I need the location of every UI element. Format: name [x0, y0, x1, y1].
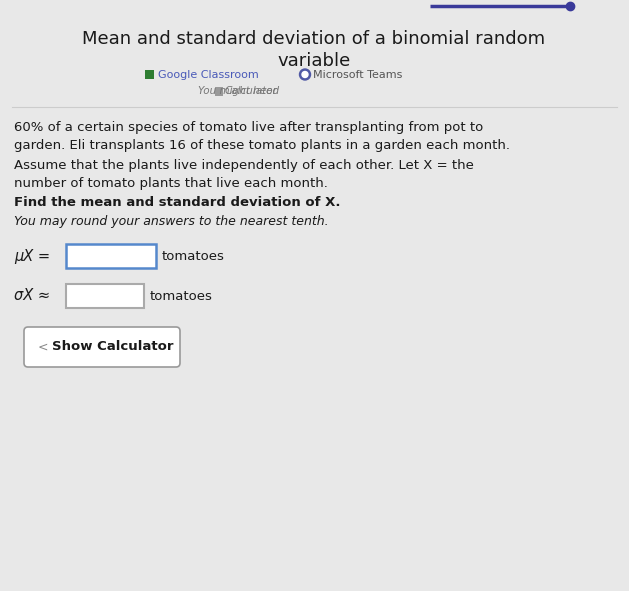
Text: Microsoft Teams: Microsoft Teams [313, 70, 403, 80]
Text: Google Classroom: Google Classroom [158, 70, 259, 80]
Circle shape [302, 72, 308, 77]
Text: number of tomato plants that live each month.: number of tomato plants that live each m… [14, 177, 328, 190]
FancyBboxPatch shape [24, 327, 180, 367]
FancyBboxPatch shape [66, 284, 144, 308]
Text: σX ≈: σX ≈ [14, 288, 50, 304]
Circle shape [299, 69, 311, 80]
Text: Calculator: Calculator [225, 86, 278, 96]
Text: garden. Eli transplants 16 of these tomato plants in a garden each month.: garden. Eli transplants 16 of these toma… [14, 139, 510, 152]
Text: You may round your answers to the nearest tenth.: You may round your answers to the neares… [14, 215, 328, 228]
Text: variable: variable [277, 52, 350, 70]
Text: You might need: You might need [198, 86, 279, 96]
Text: <: < [38, 340, 48, 353]
Text: Show Calculator: Show Calculator [52, 340, 174, 353]
FancyBboxPatch shape [66, 244, 156, 268]
Text: tomatoes: tomatoes [150, 290, 213, 303]
FancyBboxPatch shape [145, 70, 154, 79]
Text: μX =: μX = [14, 248, 50, 264]
Text: Assume that the plants live independently of each other. Let X = the: Assume that the plants live independentl… [14, 158, 474, 171]
Text: 60% of a certain species of tomato live after transplanting from pot to: 60% of a certain species of tomato live … [14, 121, 483, 134]
Text: Find the mean and standard deviation of X.: Find the mean and standard deviation of … [14, 196, 340, 209]
Text: Mean and standard deviation of a binomial random: Mean and standard deviation of a binomia… [82, 30, 545, 48]
FancyBboxPatch shape [215, 87, 223, 96]
Text: tomatoes: tomatoes [162, 249, 225, 262]
